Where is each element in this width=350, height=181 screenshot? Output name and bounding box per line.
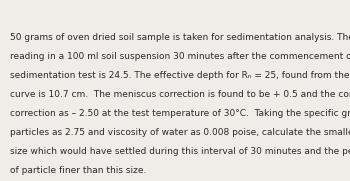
Text: of particle finer than this size.: of particle finer than this size. xyxy=(10,166,147,175)
Text: particles as 2.75 and viscosity of water as 0.008 poise, calculate the smallest : particles as 2.75 and viscosity of water… xyxy=(10,128,350,137)
Text: sedimentation test is 24.5. The effective depth for Rₙ = 25, found from the cali: sedimentation test is 24.5. The effectiv… xyxy=(10,71,350,80)
Text: 50 grams of oven dried soil sample is taken for sedimentation analysis. The hydr: 50 grams of oven dried soil sample is ta… xyxy=(10,33,350,42)
Text: reading in a 100 ml soil suspension 30 minutes after the commencement of: reading in a 100 ml soil suspension 30 m… xyxy=(10,52,350,61)
Text: correction as – 2.50 at the test temperature of 30°C.  Taking the specific gravi: correction as – 2.50 at the test tempera… xyxy=(10,109,350,118)
Text: size which would have settled during this interval of 30 minutes and the percent: size which would have settled during thi… xyxy=(10,147,350,156)
Text: curve is 10.7 cm.  The meniscus correction is found to be + 0.5 and the composit: curve is 10.7 cm. The meniscus correctio… xyxy=(10,90,350,99)
